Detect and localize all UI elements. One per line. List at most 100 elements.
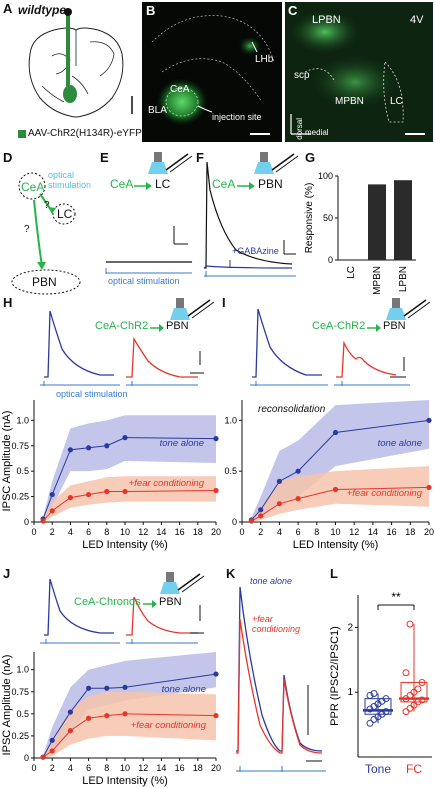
data-point-fear <box>49 748 55 754</box>
chart-h: 0 2 4 6 8 10 12 14 16 18 20 0 0.25 0.5 0.75 1.0 LED Inte… <box>1 400 221 551</box>
xtick-label: 18 <box>193 763 203 773</box>
xtick-label: 10 <box>120 527 130 537</box>
d-stim: optical stimulation <box>48 170 92 190</box>
label-cea-b: CeA <box>170 84 190 95</box>
f-pbn: PBN <box>258 177 283 191</box>
ytick-label: 0 <box>24 753 29 763</box>
panel-label-l: L <box>330 566 338 581</box>
xtick-label: 10 <box>330 527 340 537</box>
xtick-label: 0 <box>239 527 244 537</box>
i-construct: CeA-ChR2 <box>312 320 366 332</box>
l-data-point <box>402 708 410 716</box>
data-point-fear <box>248 518 254 524</box>
d-cea: CeA <box>21 180 45 194</box>
data-point-fear <box>426 484 432 491</box>
data-point-tone <box>49 737 55 743</box>
l-data-point <box>366 691 374 699</box>
circuit-diagram-d <box>11 172 81 295</box>
data-point-tone <box>213 671 219 677</box>
xtick-label: 8 <box>314 527 319 537</box>
k-traces <box>236 586 326 772</box>
h-arrow <box>150 324 164 332</box>
data-point-tone <box>122 435 128 441</box>
panel-label-d: D <box>3 150 13 165</box>
xtick-label: 6 <box>86 527 91 537</box>
band-tone <box>43 652 216 758</box>
j-led-electrode-icon <box>160 572 205 594</box>
xtick-label: 0 <box>31 527 36 537</box>
xtick-label: 4 <box>277 527 282 537</box>
i-target: PBN <box>383 320 406 332</box>
d-q1: ? <box>44 200 50 211</box>
axis-dorsal: dorsal <box>295 118 304 140</box>
g-ytick-label: 0 <box>328 255 333 265</box>
j-construct: CeA-Chronos <box>74 596 141 608</box>
data-point-tone <box>67 447 73 453</box>
xtick-label: 16 <box>387 527 397 537</box>
band-fear <box>43 476 216 522</box>
xtick-label: 10 <box>120 763 130 773</box>
xtick-label: 6 <box>296 527 301 537</box>
h-traces <box>40 310 204 386</box>
data-point-tone <box>49 491 55 498</box>
legend-fear: +fear conditioning <box>129 478 205 489</box>
ytick-label: 0 <box>24 517 29 527</box>
cea-injection <box>63 85 77 103</box>
data-point-tone <box>295 468 301 474</box>
xtick-label: 16 <box>175 763 185 773</box>
e-led-electrode-icon <box>148 152 193 174</box>
xtick-label: 6 <box>86 763 91 773</box>
xtick-label: 16 <box>175 527 185 537</box>
e-trace <box>105 226 192 274</box>
data-point-tone <box>104 443 110 449</box>
k-fc: +fear conditioning <box>252 614 301 634</box>
data-point-tone <box>276 478 282 484</box>
l-data-point <box>366 719 374 727</box>
f-cea: CeA <box>212 177 236 191</box>
band-tone <box>43 415 216 521</box>
xtick-label: 18 <box>405 527 415 537</box>
legend-swatch <box>18 130 26 138</box>
band-fear <box>251 466 429 522</box>
g-category-label: LPBN <box>398 266 409 292</box>
g-ytick-label: 50 <box>323 213 333 223</box>
j-traces <box>40 578 204 644</box>
micrograph-c <box>285 2 433 142</box>
panel-label-a: A <box>3 1 13 16</box>
f-arrow <box>237 182 255 190</box>
i-led-electrode-icon <box>386 298 431 320</box>
label-scp: scp <box>294 70 310 81</box>
chart-i: 0 2 4 6 8 10 12 14 16 18 20 0 0.5 1.0 LED Intensity (%… <box>224 400 434 551</box>
l-data-point <box>414 698 422 706</box>
f-trace <box>203 161 296 277</box>
data-point-fear <box>40 754 46 760</box>
data-point-fear <box>67 728 73 734</box>
chart-l: 1 2 PPR (IPSC2/IPSC1) Tone FC ** <box>329 590 432 776</box>
ytick-label: 0.5 <box>224 466 237 476</box>
xtick-label: 14 <box>368 527 378 537</box>
g-bar <box>368 184 386 260</box>
e-lc: LC <box>155 177 171 191</box>
g-category-label: LC <box>346 266 357 279</box>
ytick-label: 0.25 <box>11 492 29 502</box>
l-data-point <box>402 669 410 677</box>
l-significance: ** <box>391 590 401 604</box>
data-point-tone <box>67 709 73 715</box>
panel-label-j: J <box>3 566 11 581</box>
chart-j: 0 2 4 6 8 10 12 14 16 18 20 0 0.25 0.5 0.75 1.0 LED Inte… <box>1 652 221 787</box>
label-lhb: LHb <box>255 54 274 65</box>
i-traces <box>250 308 410 386</box>
panel-label-c: C <box>288 3 298 18</box>
g-ytick-label: 100 <box>318 171 333 181</box>
i-note: reconsolidation <box>258 404 326 415</box>
data-point-fear <box>213 713 219 719</box>
data-point-fear <box>40 518 46 524</box>
data-point-tone <box>104 685 110 691</box>
data-point-tone <box>426 417 432 423</box>
l-data-point <box>418 696 426 704</box>
l-group-label: Tone <box>365 762 391 776</box>
ytick-label: 0 <box>232 517 237 527</box>
label-bla: BLA <box>148 105 167 116</box>
xtick-label: 8 <box>104 527 109 537</box>
xlabel: LED Intensity (%) <box>82 775 168 787</box>
